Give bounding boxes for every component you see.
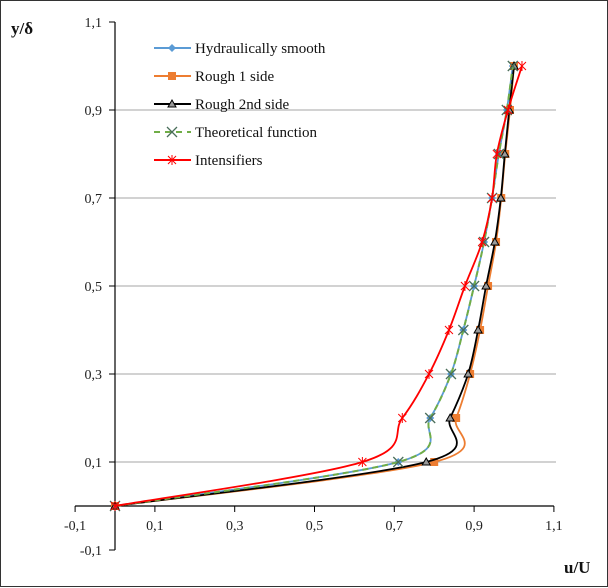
x-tick-label: 1,1 bbox=[545, 519, 563, 534]
marker-triangle bbox=[167, 98, 177, 108]
y-tick-label: 1,1 bbox=[85, 16, 103, 31]
gridlines bbox=[115, 109, 556, 463]
series-line bbox=[114, 65, 514, 507]
marker-star bbox=[110, 501, 120, 511]
marker-star bbox=[477, 237, 487, 247]
legend: Hydraulically smooth Rough 1 side Rough 2n… bbox=[154, 41, 326, 169]
marker-star bbox=[397, 413, 407, 423]
marker-x bbox=[424, 412, 436, 424]
series-intensifiers bbox=[110, 61, 527, 511]
x-tick-label: 0,7 bbox=[386, 519, 404, 534]
marker-x bbox=[392, 456, 404, 468]
legend-label: Rough 2nd side bbox=[195, 97, 290, 113]
x-tick-label: 0,3 bbox=[226, 519, 244, 534]
marker-triangle bbox=[499, 148, 510, 158]
y-axis-title: y/δ bbox=[11, 19, 33, 38]
x-axis-title: u/U bbox=[564, 558, 590, 577]
marker-star bbox=[424, 369, 434, 379]
marker-star bbox=[358, 457, 367, 467]
y-tick-label: 0,5 bbox=[85, 280, 103, 295]
x-tick-label: -0,1 bbox=[64, 519, 86, 534]
marker-x bbox=[468, 280, 480, 292]
marker-triangle bbox=[473, 324, 483, 334]
y-tick-label: 0,9 bbox=[85, 104, 103, 119]
marker-x bbox=[507, 60, 519, 72]
legend-item: Rough 1 side bbox=[154, 69, 275, 85]
marker-square bbox=[452, 414, 461, 422]
axes bbox=[74, 21, 555, 551]
series-lines bbox=[109, 60, 527, 512]
marker-star bbox=[460, 281, 470, 291]
legend-item: Rough 2nd side bbox=[154, 97, 290, 113]
x-tick-label: 0,5 bbox=[306, 519, 324, 534]
marker-star bbox=[444, 325, 454, 335]
marker-square bbox=[168, 72, 176, 80]
marker-triangle bbox=[489, 236, 500, 246]
legend-label: Rough 1 side bbox=[195, 69, 275, 85]
marker-triangle bbox=[445, 412, 456, 422]
legend-label: Hydraulically smooth bbox=[195, 41, 326, 57]
marker-star bbox=[503, 105, 513, 115]
marker-x bbox=[501, 104, 513, 116]
marker-x bbox=[166, 126, 178, 138]
marker-triangle bbox=[495, 192, 506, 202]
y-tick-label: 0,3 bbox=[85, 368, 103, 383]
legend-label: Theoretical function bbox=[195, 125, 318, 141]
legend-label: Intensifiers bbox=[195, 153, 263, 169]
y-tick-label: 0,1 bbox=[85, 456, 103, 471]
x-tick-label: 0,9 bbox=[465, 519, 483, 534]
marker-star bbox=[487, 193, 497, 203]
marker-star bbox=[167, 155, 177, 165]
marker-x bbox=[457, 324, 469, 336]
y-tick-label: 0,7 bbox=[85, 192, 103, 207]
marker-triangle bbox=[481, 280, 491, 290]
legend-item: Intensifiers bbox=[154, 153, 263, 169]
marker-x bbox=[445, 368, 457, 380]
marker-triangle bbox=[421, 456, 432, 466]
marker-triangle bbox=[463, 368, 473, 378]
legend-item: Hydraulically smooth bbox=[154, 41, 326, 57]
marker-star bbox=[492, 149, 502, 159]
legend-item: Theoretical function bbox=[154, 125, 318, 141]
marker-square bbox=[430, 458, 439, 466]
marker-diamond bbox=[168, 44, 176, 52]
tick-labels: -0,1 -0,1 0,1 0,1 0,3 0,3 0,5 0,5 0,7 0,7 0,9 0,9 1,… bbox=[64, 16, 563, 559]
y-tick-label: -0,1 bbox=[80, 544, 102, 559]
x-tick-label: 0,1 bbox=[146, 519, 164, 534]
marker-star bbox=[517, 61, 527, 71]
